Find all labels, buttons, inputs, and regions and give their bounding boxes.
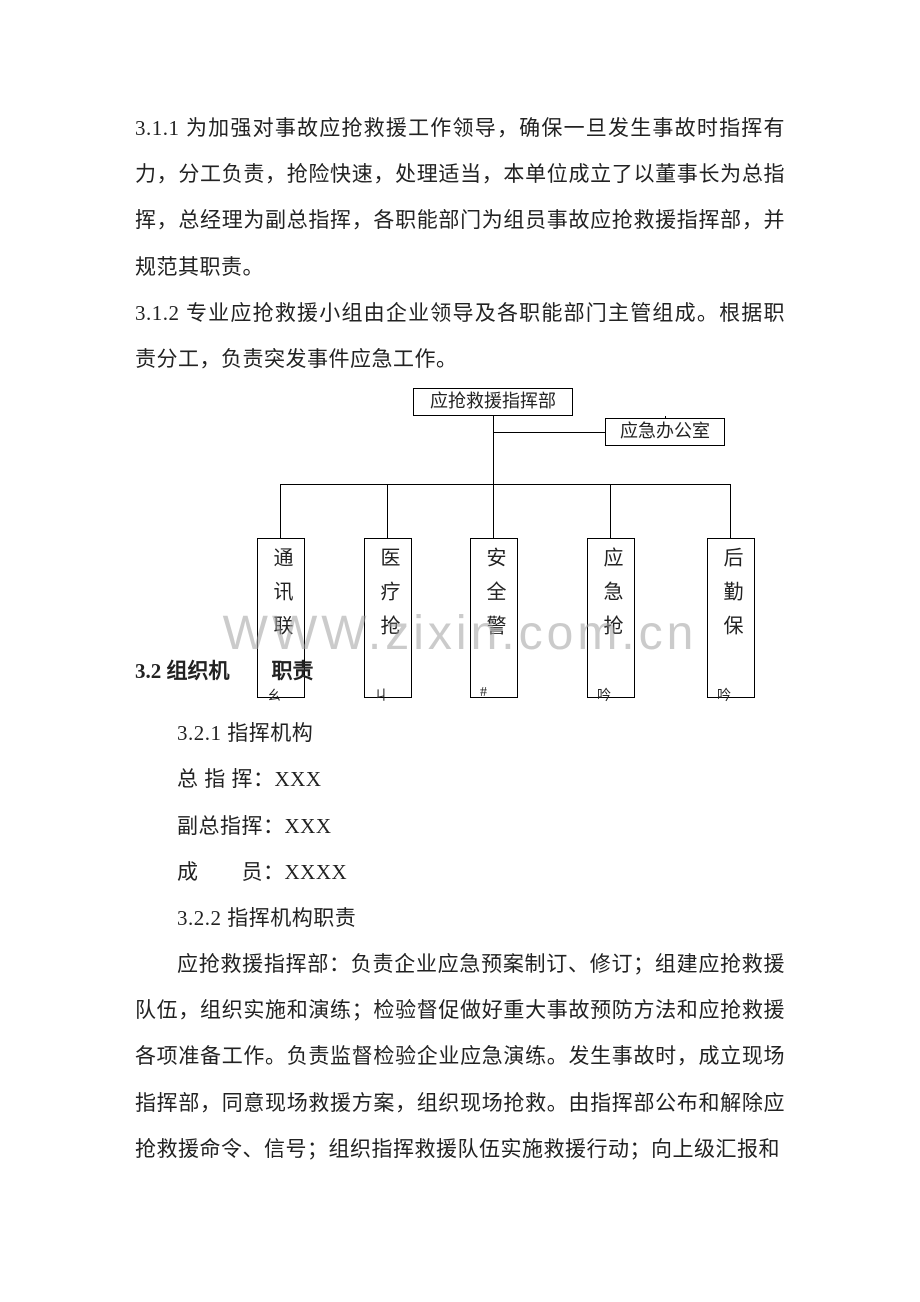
leaf-text-2: 医疗抢 <box>378 547 398 649</box>
line-vice: 副总指挥：XXX <box>135 803 785 849</box>
line-drop-2 <box>387 484 388 538</box>
leaf-tail-3: # <box>480 685 487 701</box>
leaf-text-3: 安全警 <box>484 547 504 649</box>
line-bus <box>280 484 730 485</box>
box-hq: 应抢救援指挥部 <box>413 388 573 416</box>
heading-3-2: 3.2 组织机 职责 <box>135 648 435 694</box>
leaf-tail-4: 吟 <box>597 685 611 705</box>
org-chart: 应抢救援指挥部 应急办公室 通讯联 医疗抢 安全警 应急 <box>135 388 785 698</box>
spacer <box>135 698 785 710</box>
line-drop-4 <box>610 484 611 538</box>
line-office <box>493 432 605 433</box>
leaf-text-5: 后勤保 <box>721 547 741 649</box>
line-side-up <box>665 416 666 418</box>
leaf-text-1: 通讯联 <box>271 547 291 649</box>
leaf-box-4: 应急抢 <box>587 538 635 698</box>
line-commander: 总 指 挥：XXX <box>135 756 785 802</box>
paragraph-3-1-1: 3.1.1 为加强对事故应抢救援工作领导，确保一旦发生事故时指挥有力，分工负责，… <box>135 105 785 290</box>
page-body: 3.1.1 为加强对事故应抢救援工作领导，确保一旦发生事故时指挥有力，分工负责，… <box>135 105 785 1172</box>
line-drop-1 <box>280 484 281 538</box>
paragraph-body: 应抢救援指挥部：负责企业应急预案制订、修订；组建应抢救援队伍，组织实施和演练；检… <box>135 941 785 1172</box>
line-drop-5 <box>730 484 731 538</box>
leaf-box-5: 后勤保 <box>707 538 755 698</box>
box-office: 应急办公室 <box>605 418 725 446</box>
paragraph-3-2-1: 3.2.1 指挥机构 <box>135 710 785 756</box>
line-office-stub <box>605 418 606 432</box>
line-top-down <box>493 416 494 484</box>
leaf-box-3: 安全警 <box>470 538 518 698</box>
line-members: 成 员：XXXX <box>135 849 785 895</box>
line-drop-3 <box>493 484 494 538</box>
paragraph-3-1-2: 3.1.2 专业应抢救援小组由企业领导及各职能部门主管组成。根据职责分工，负责突… <box>135 290 785 382</box>
leaf-text-4: 应急抢 <box>601 547 621 649</box>
leaf-tail-5: 吟 <box>717 685 731 705</box>
paragraph-3-2-2: 3.2.2 指挥机构职责 <box>135 895 785 941</box>
